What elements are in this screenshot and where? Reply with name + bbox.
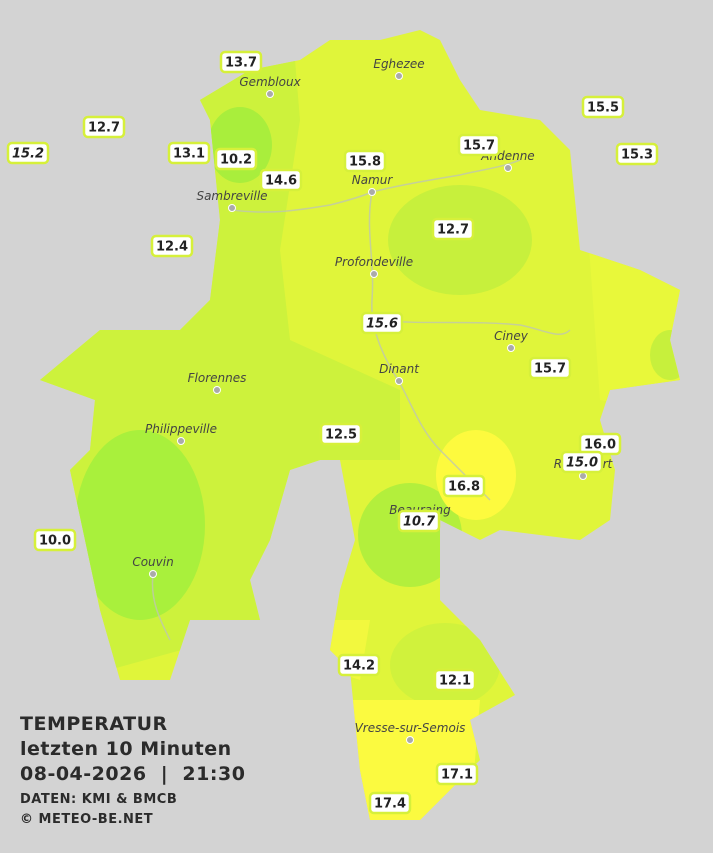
- city-label: Vresse-sur-Semois: [355, 721, 466, 735]
- city-dot: [266, 90, 274, 98]
- city-dot: [406, 736, 414, 744]
- station-box: [259, 168, 303, 192]
- city-label: Couvin: [132, 555, 173, 569]
- station-value: 15.3: [621, 148, 653, 163]
- stations: 13.7 12.7 15.2 13.1 10.2 14.6 15.8 15.7 15.5 15.3…: [6, 50, 659, 815]
- city-label: Dinant: [379, 362, 420, 376]
- city-dot: [213, 386, 221, 394]
- station-box: [431, 217, 475, 241]
- station-box: [214, 147, 258, 171]
- title: TEMPERATUR: [20, 713, 168, 735]
- station-box: [150, 234, 194, 258]
- station-value: 17.1: [441, 768, 473, 783]
- station-value: 15.8: [349, 155, 381, 170]
- station-value: 12.7: [437, 223, 469, 238]
- cities: EghezeeGemblouxAndenneNamurSambrevillePr…: [132, 57, 614, 744]
- zone: [650, 330, 680, 380]
- city-dot: [395, 72, 403, 80]
- city-dot: [228, 204, 236, 212]
- station-value: 14.6: [265, 174, 297, 189]
- station-box: [219, 50, 263, 74]
- station-value: 10.0: [39, 534, 71, 549]
- station-value: 15.7: [463, 139, 495, 154]
- source: DATEN: KMI & BMCB: [20, 792, 177, 807]
- subtitle: letzten 10 Minuten: [20, 738, 232, 760]
- city-label: Profondeville: [335, 255, 413, 269]
- station-value: 15.7: [534, 362, 566, 377]
- station-value: 15.2: [12, 147, 44, 162]
- station-box: [560, 450, 604, 474]
- river: [151, 574, 171, 641]
- station-value: 12.4: [156, 240, 188, 255]
- city-dot: [395, 377, 403, 385]
- station-value: 15.5: [587, 101, 619, 116]
- station-value: 10.7: [403, 515, 436, 530]
- city-dot: [504, 164, 512, 172]
- city-dot: [368, 188, 376, 196]
- station-value: 13.7: [225, 56, 257, 71]
- station-value: 12.1: [439, 674, 471, 689]
- station-box: [528, 356, 572, 380]
- station-box: [319, 422, 363, 446]
- city-label: Gembloux: [239, 75, 301, 89]
- station-box: [167, 141, 211, 165]
- station-box: [368, 791, 412, 815]
- city-dot: [370, 270, 378, 278]
- station-value: 15.6: [366, 317, 398, 332]
- station-value: 16.0: [584, 438, 616, 453]
- station-box: [433, 668, 477, 692]
- station-box: [33, 528, 77, 552]
- station-value: 14.2: [343, 659, 375, 674]
- station-box: [457, 133, 501, 157]
- city-label: Eghezee: [373, 57, 424, 71]
- station-box: [397, 509, 441, 533]
- station-value: 17.4: [374, 797, 406, 812]
- copyright: © METEO-BE.NET: [20, 812, 153, 827]
- station-box: [6, 141, 50, 165]
- city-label: Florennes: [188, 371, 247, 385]
- city-dot: [507, 344, 515, 352]
- station-box: [360, 311, 404, 335]
- city-dot: [149, 570, 157, 578]
- station-value: 15.0: [566, 456, 598, 471]
- zone: [75, 430, 205, 620]
- station-box: [581, 95, 625, 119]
- station-box: [343, 149, 387, 173]
- station-box: [435, 762, 479, 786]
- city-label: Namur: [352, 173, 394, 187]
- city-label: Philippeville: [145, 422, 217, 436]
- station-box: [442, 474, 486, 498]
- station-box: [615, 142, 659, 166]
- station-value: 13.1: [173, 147, 205, 162]
- station-box: [82, 115, 126, 139]
- river: [379, 319, 571, 335]
- station-value: 12.5: [325, 428, 357, 443]
- city-dot: [579, 472, 587, 480]
- city-label: Ciney: [494, 329, 529, 343]
- station-value: 10.2: [220, 153, 252, 168]
- city-dot: [177, 437, 185, 445]
- station-box: [337, 653, 381, 677]
- station-value: 16.8: [448, 480, 480, 495]
- city-label: Sambreville: [196, 189, 267, 203]
- timestamp: 08-04-2026 | 21:30: [20, 763, 245, 785]
- station-value: 12.7: [88, 121, 120, 136]
- zone: [358, 483, 462, 587]
